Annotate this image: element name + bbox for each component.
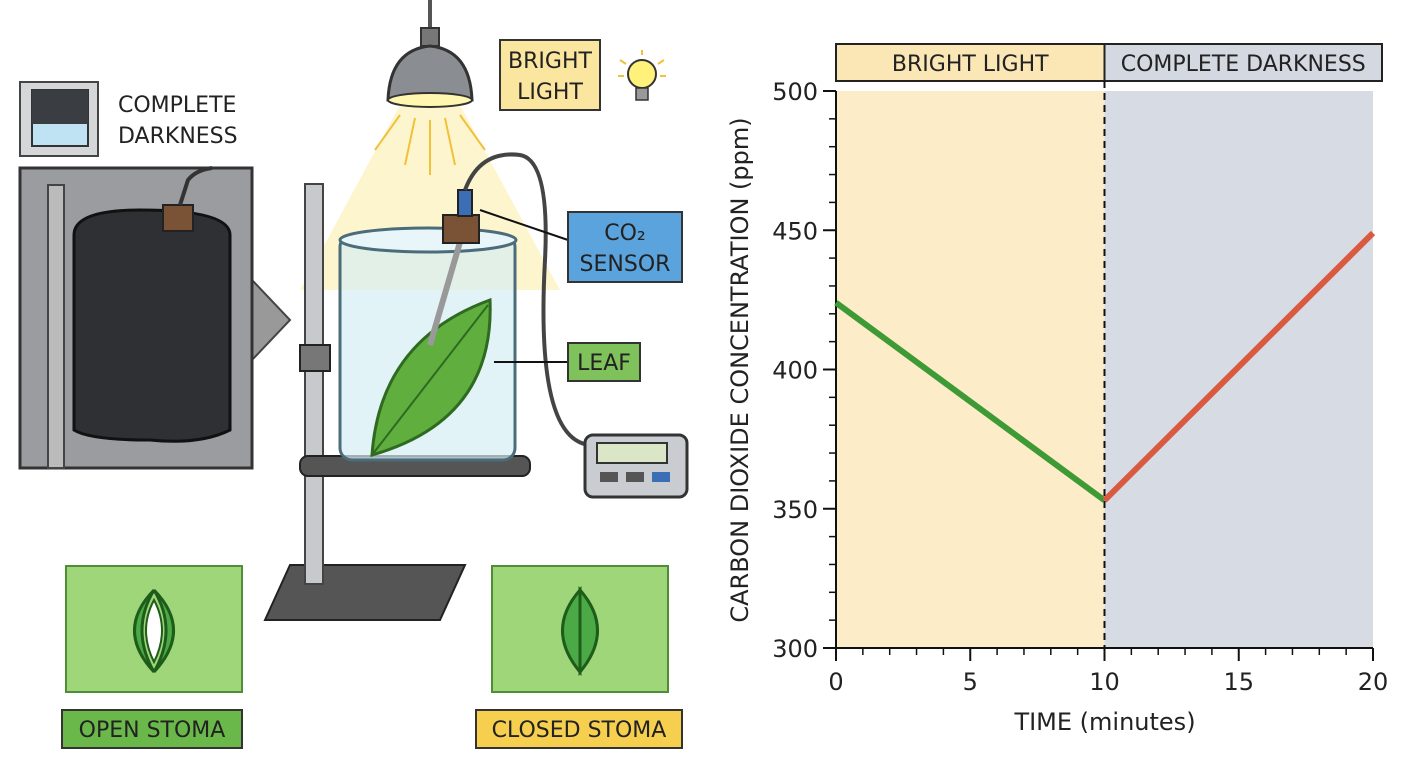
bright-light-label: LIGHT	[517, 80, 583, 105]
lamp-bulb	[387, 92, 473, 108]
region-label: BRIGHT LIGHT	[892, 52, 1049, 77]
x-tick-label: 0	[828, 668, 843, 696]
region-band	[836, 91, 1105, 648]
y-tick-label: 500	[772, 78, 818, 106]
open-stoma-label: OPEN STOMA	[79, 718, 226, 743]
y-tick-label: 350	[772, 496, 818, 524]
bright-light-label: BRIGHT	[508, 49, 592, 74]
closed-stoma-box	[475, 709, 683, 749]
y-tick-label: 400	[772, 357, 818, 385]
leaf-label: LEAF	[577, 351, 631, 376]
x-tick-label: 5	[963, 668, 978, 696]
clamp	[299, 344, 331, 372]
y-tick-label: 300	[772, 635, 818, 663]
meter-button	[652, 472, 670, 482]
meter-screen	[596, 442, 668, 464]
darkness-label: DARKNESS	[118, 124, 238, 149]
illustration: BRIGHT LIGHT COMPLETE DARKNESS	[18, 0, 689, 749]
lamp-socket	[420, 27, 440, 47]
stand-rod	[304, 183, 324, 585]
dark-cover	[72, 208, 232, 443]
closed-stoma-drawing	[491, 565, 669, 693]
x-axis-title: TIME (minutes)	[1013, 708, 1195, 736]
bulb-icon	[618, 50, 666, 101]
darkness-label: COMPLETE	[118, 93, 236, 118]
inset-stopper	[162, 204, 194, 232]
inset-cable	[178, 166, 213, 206]
open-stoma-box	[61, 709, 243, 749]
stopper	[442, 214, 480, 244]
closed-stoma-label: CLOSED STOMA	[492, 718, 667, 743]
x-tick-label: 15	[1223, 668, 1254, 696]
sensor-box	[567, 211, 683, 283]
sensor-probe	[427, 224, 468, 346]
data-line	[1102, 230, 1376, 503]
x-tick-label: 10	[1089, 668, 1120, 696]
sensor-label: CO₂	[604, 221, 646, 246]
open-stoma-drawing	[65, 565, 243, 693]
region-header	[1103, 43, 1383, 82]
inset-pointer	[251, 277, 292, 363]
y-tick-label: 450	[772, 217, 818, 245]
meter-button	[600, 472, 618, 482]
sensor-head	[457, 189, 473, 217]
leaf-box	[567, 342, 641, 382]
blind-slats	[32, 90, 88, 124]
region-header	[835, 43, 1106, 82]
inset-rod	[47, 184, 65, 469]
stand-base	[263, 564, 467, 621]
leaf-vein	[371, 304, 489, 456]
jar-lid	[338, 226, 518, 254]
data-line	[834, 300, 1107, 503]
meter-button	[626, 472, 644, 482]
sensor-label: SENSOR	[580, 252, 671, 277]
x-tick-label: 20	[1358, 668, 1389, 696]
y-axis-title: CARBON DIOXIDE CONCENTRATION (ppm)	[726, 117, 754, 622]
region-label: COMPLETE DARKNESS	[1121, 52, 1366, 77]
bright-light-box	[499, 39, 601, 111]
chart: TIME (minutes) CARBON DIOXIDE CONCENTRAT…	[726, 43, 1389, 736]
lamp-shade	[386, 44, 474, 102]
sensor-cable	[463, 152, 591, 447]
light-rays	[374, 114, 486, 175]
sensor-arrow	[479, 209, 569, 241]
